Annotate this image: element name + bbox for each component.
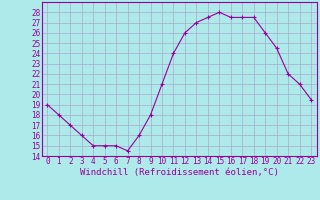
X-axis label: Windchill (Refroidissement éolien,°C): Windchill (Refroidissement éolien,°C): [80, 168, 279, 177]
